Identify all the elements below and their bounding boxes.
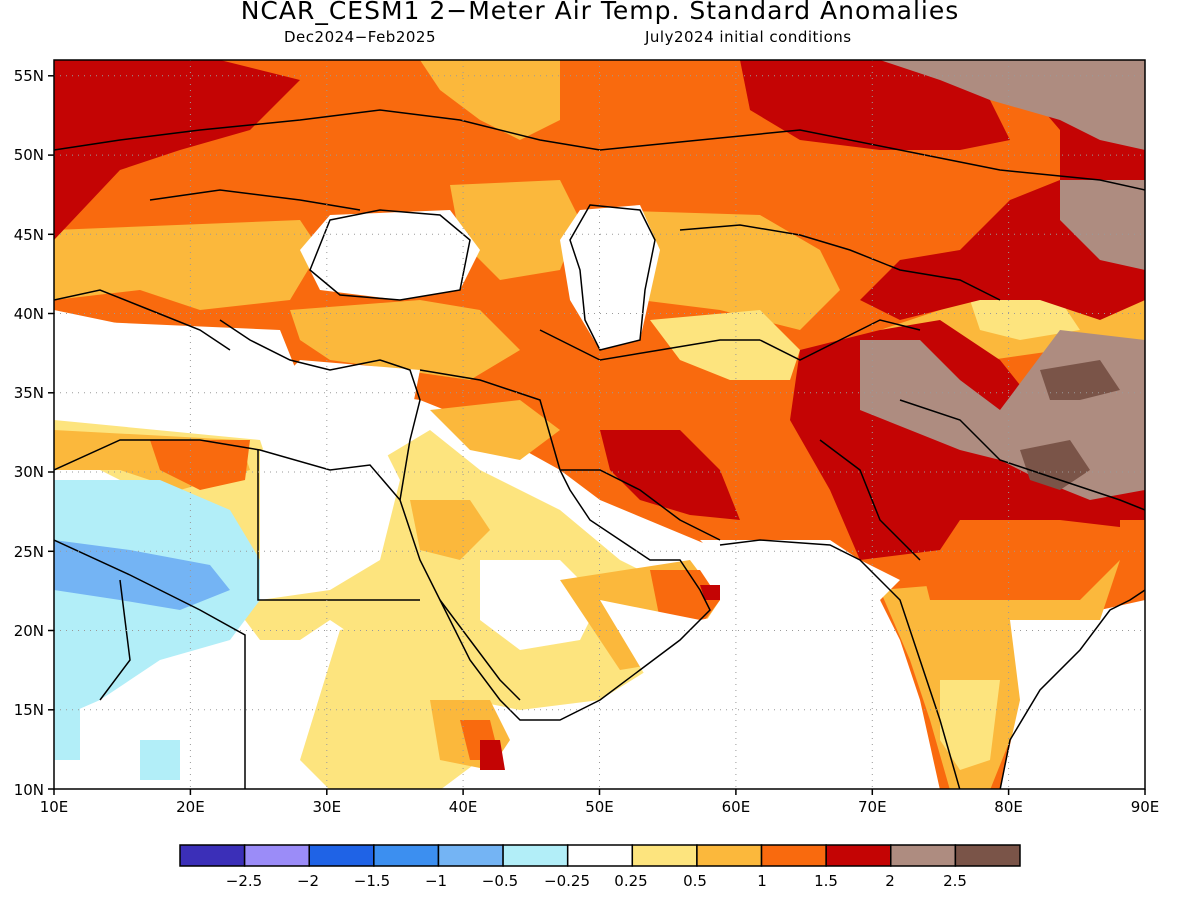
legend-color-box [696, 844, 763, 867]
lat-label: 10N [14, 781, 44, 799]
legend-color-box [566, 844, 634, 867]
lon-label: 90E [1131, 798, 1160, 816]
legend-label: −1.5 [354, 872, 390, 890]
legend-color-box [437, 844, 504, 867]
lat-label: 35N [14, 384, 44, 402]
longitude-labels: 10E 20E 30E 40E 50E 60E 70E 80E 90E [40, 798, 1160, 816]
legend-label: 2 [885, 872, 895, 890]
legend-color-box [308, 844, 375, 867]
lon-label: 10E [40, 798, 69, 816]
legend-label: 2.5 [943, 872, 967, 890]
map-title: NCAR_CESM1 2−Meter Air Temp. Standard An… [240, 0, 960, 25]
lat-label: 30N [14, 463, 44, 481]
color-legend [179, 844, 1021, 867]
initial-conditions: July2024 initial conditions [645, 28, 852, 46]
latitude-labels: 55N 50N 45N 40N 35N 30N 25N 20N 15N 10N [14, 67, 44, 799]
legend-label: 0.5 [683, 872, 707, 890]
tick-marks [48, 75, 1146, 795]
lon-label: 20E [176, 798, 205, 816]
lon-label: 70E [858, 798, 887, 816]
lat-label: 15N [14, 701, 44, 719]
lat-label: 20N [14, 622, 44, 640]
legend-label: 0.25 [614, 872, 647, 890]
legend-label: −1 [425, 872, 447, 890]
legend-color-box [179, 844, 246, 867]
legend-label: 1 [757, 872, 767, 890]
lat-label: 55N [14, 67, 44, 85]
lon-label: 60E [722, 798, 751, 816]
anomaly-shading [54, 60, 1145, 789]
legend-labels: −2.5 −2 −1.5 −1 −0.5 −0.25 0.25 0.5 1 1.… [226, 872, 967, 890]
legend-color-box [825, 844, 892, 867]
legend-color-box [760, 844, 827, 867]
coastlines [54, 109, 1145, 789]
legend-label: −0.5 [482, 872, 518, 890]
legend-color-box [502, 844, 569, 867]
legend-color-box [243, 844, 310, 867]
legend-label: 1.5 [814, 872, 838, 890]
lat-label: 50N [14, 146, 44, 164]
legend-label: −2 [297, 872, 319, 890]
lat-label: 45N [14, 226, 44, 244]
legend-color-box [954, 844, 1021, 867]
lon-label: 50E [585, 798, 614, 816]
forecast-period: Dec2024−Feb2025 [284, 28, 436, 46]
lon-label: 30E [313, 798, 342, 816]
legend-color-box [631, 844, 698, 867]
lon-label: 40E [449, 798, 478, 816]
lon-label: 80E [994, 798, 1023, 816]
legend-label: −2.5 [226, 872, 262, 890]
lat-label: 25N [14, 543, 44, 561]
legend-color-box [890, 844, 957, 867]
legend-label: −0.25 [544, 872, 590, 890]
legend-color-box [373, 844, 440, 867]
lat-label: 40N [14, 305, 44, 323]
